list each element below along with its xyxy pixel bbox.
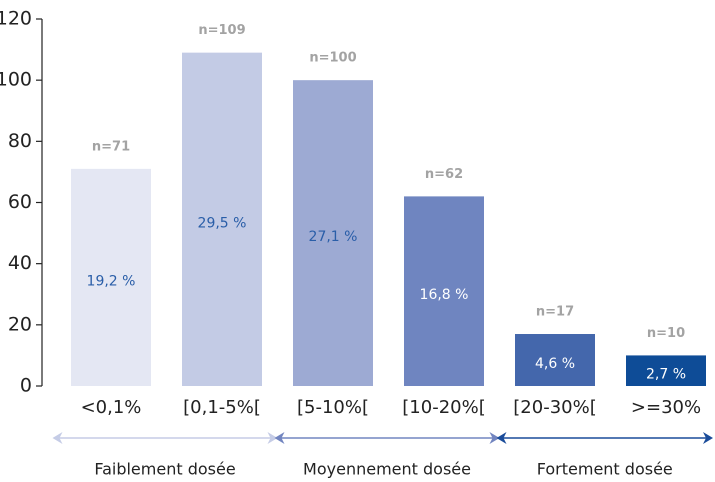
bar <box>293 80 373 387</box>
group-label: Fortement dosée <box>537 460 673 479</box>
y-tick-label: 80 <box>8 130 32 152</box>
arrow-head <box>703 432 713 444</box>
share-label: 2,7 % <box>646 367 686 383</box>
arrow-head <box>489 432 500 444</box>
x-tick-label: <0,1% <box>81 397 142 418</box>
value-label: n=109 <box>198 23 245 38</box>
value-label: n=71 <box>92 139 130 154</box>
y-tick-label: 60 <box>8 191 32 213</box>
bar <box>626 355 706 386</box>
x-tick-label: [20-30%[ <box>513 397 596 418</box>
share-label: 19,2 % <box>87 273 136 289</box>
x-tick-label: [10-20%[ <box>402 397 485 418</box>
value-label: n=17 <box>536 305 574 320</box>
x-tick-label: [0,1-5%[ <box>183 397 261 418</box>
y-tick-label: 100 <box>0 69 32 91</box>
bar <box>71 168 151 386</box>
arrow-head <box>267 432 278 444</box>
value-label: n=10 <box>647 326 685 341</box>
x-tick-label: [5-10%[ <box>297 397 369 418</box>
group-label: Faiblement dosée <box>94 460 235 479</box>
y-tick-label: 20 <box>8 313 32 335</box>
arrow-head <box>496 432 507 444</box>
share-label: 29,5 % <box>198 215 247 231</box>
y-tick-label: 40 <box>8 252 32 274</box>
share-label: 16,8 % <box>420 287 469 303</box>
bar <box>515 334 595 386</box>
bar <box>182 52 262 387</box>
share-label: 4,6 % <box>535 356 575 372</box>
arrow-head <box>274 432 285 444</box>
x-tick-label: >=30% <box>631 397 701 418</box>
bar <box>404 196 484 386</box>
y-tick-label: 120 <box>0 8 32 30</box>
y-tick-label: 0 <box>20 375 32 397</box>
value-label: n=100 <box>309 51 356 66</box>
share-label: 27,1 % <box>309 229 358 245</box>
value-label: n=62 <box>425 167 463 182</box>
arrow-head <box>52 432 63 444</box>
group-label: Moyennement dosée <box>303 460 471 479</box>
